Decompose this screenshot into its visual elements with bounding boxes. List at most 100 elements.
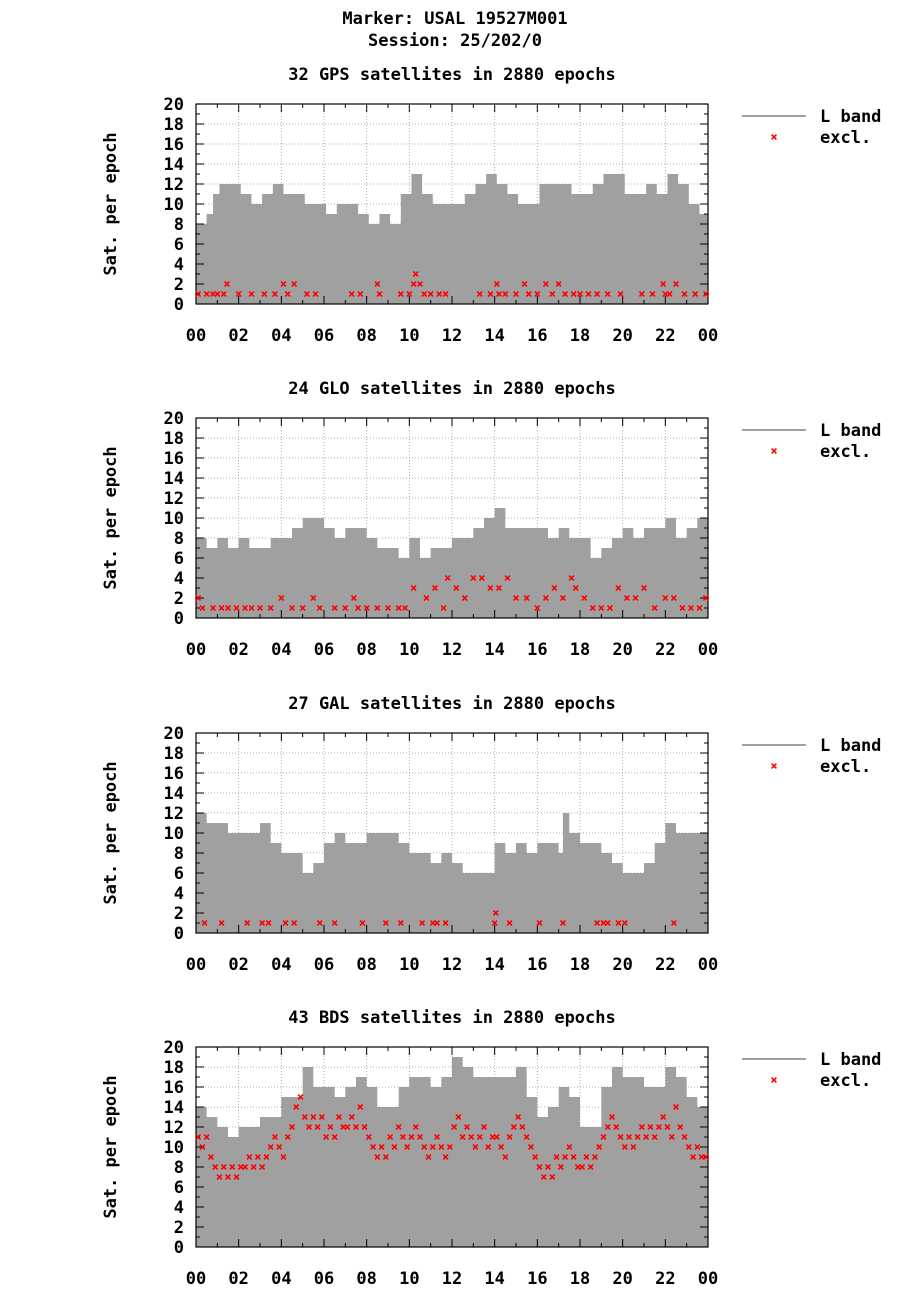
chart2-excl-point xyxy=(316,605,323,611)
chart2-excl-point xyxy=(225,605,231,611)
chart2-excl-point xyxy=(670,595,677,601)
chart2-excl-point xyxy=(431,585,438,591)
chart1-ytick-label: 14 xyxy=(164,155,184,175)
chart1-excl-point xyxy=(577,291,583,297)
chart4-excl-point xyxy=(587,1164,594,1170)
chart4-excl-point xyxy=(664,1124,671,1130)
chart1-xtick-label: 16 xyxy=(527,326,547,346)
chart2-excl-point xyxy=(651,605,658,611)
chart3-excl-point xyxy=(492,910,499,916)
chart2-legend-excl-label: excl. xyxy=(820,442,871,462)
chart1-ytick-label: 12 xyxy=(164,175,184,195)
chart1-excl-point xyxy=(521,281,528,287)
chart4-excl-point xyxy=(391,1144,398,1150)
chart2-excl-point xyxy=(679,605,686,611)
chart3-ytick-label: 4 xyxy=(174,884,184,904)
chart4-excl-point xyxy=(515,1114,522,1120)
chart2-excl-point xyxy=(199,605,206,611)
chart2-excl-point xyxy=(402,605,409,611)
chart4-excl-point xyxy=(634,1134,641,1140)
chart1-xtick-label: 12 xyxy=(442,326,462,346)
chart3-xtick-label: 02 xyxy=(228,955,248,975)
chart2-excl-point xyxy=(542,595,549,601)
chart3-excl-point xyxy=(331,920,338,926)
chart1-ytick-label: 10 xyxy=(164,195,184,215)
chart1-excl-point xyxy=(203,291,210,297)
chart4-excl-point xyxy=(485,1144,492,1150)
chart1-legend-excl-marker xyxy=(771,134,777,140)
chart1-excl-point xyxy=(410,281,417,287)
chart4-excl-point xyxy=(361,1124,368,1130)
chart4-excl-point xyxy=(225,1174,231,1180)
chart1-excl-point xyxy=(702,291,709,297)
chart2-excl-point xyxy=(606,605,613,611)
chart4-excl-point xyxy=(421,1144,428,1150)
chart4-excl-point xyxy=(545,1164,551,1170)
chart4-ytick-label: 12 xyxy=(164,1118,184,1138)
chart4-excl-point xyxy=(613,1124,620,1130)
chart4-xtick-label: 20 xyxy=(612,1269,632,1289)
chart1-xtick-label: 06 xyxy=(314,326,334,346)
chart4-excl-point xyxy=(365,1134,372,1140)
chart1-excl-point xyxy=(397,291,404,297)
chart4-excl-point xyxy=(690,1154,697,1160)
chart4-legend-excl-marker xyxy=(771,1077,777,1083)
chart1-ytick-label: 8 xyxy=(174,215,184,235)
chart2-excl-point xyxy=(363,605,370,611)
chart2-excl-point xyxy=(534,605,541,611)
chart2-excl-point xyxy=(218,605,225,611)
chart4-excl-point xyxy=(259,1164,266,1170)
chart3-ylabel: Sat. per epoch xyxy=(101,761,121,904)
chart4-excl-point xyxy=(344,1124,351,1130)
chart4-excl-point xyxy=(694,1144,701,1150)
chart4-xtick-label: 10 xyxy=(399,1269,419,1289)
chart1-xtick-label: 10 xyxy=(399,326,419,346)
chart2-excl-point xyxy=(410,585,417,591)
chart1-excl-point xyxy=(284,291,291,297)
chart3-xtick-label: 00 xyxy=(698,955,718,975)
chart4-excl-point xyxy=(459,1134,466,1140)
chart1-excl-point xyxy=(487,291,494,297)
chart4-excl-point xyxy=(540,1174,547,1180)
chart1-excl-point xyxy=(417,281,423,287)
session-title: Session: 25/202/0 xyxy=(368,31,542,51)
chart4-excl-point xyxy=(404,1144,411,1150)
chart4-excl-point xyxy=(702,1154,709,1160)
chart3-excl-point xyxy=(259,920,266,926)
chart4-excl-point xyxy=(630,1144,637,1150)
chart2-xtick-label: 06 xyxy=(314,640,334,660)
chart3-excl-point xyxy=(491,920,498,926)
chart2-excl-point xyxy=(504,575,511,581)
chart2-excl-point xyxy=(289,605,295,611)
chart2-xtick-label: 08 xyxy=(356,640,376,660)
chart4-excl-point xyxy=(673,1104,679,1110)
chart4-excl-point xyxy=(242,1164,249,1170)
chart1-excl-point xyxy=(534,291,541,297)
chart1-excl-point xyxy=(303,291,310,297)
chart4-ytick-label: 8 xyxy=(174,1158,184,1178)
chart1-excl-point xyxy=(493,281,500,287)
chart1-excl-point xyxy=(374,281,381,287)
chart4-ytick-label: 20 xyxy=(164,1038,184,1058)
chart4-excl-point xyxy=(417,1134,423,1140)
chart2-ytick-label: 14 xyxy=(164,469,184,489)
chart1-title: 32 GPS satellites in 2880 epochs xyxy=(288,65,616,85)
chart2-xtick-label: 12 xyxy=(442,640,462,660)
chart1-excl-point xyxy=(617,291,624,297)
chart1-xtick-label: 08 xyxy=(356,326,376,346)
chart1-excl-point xyxy=(542,281,549,287)
chart4-legend-l-band-label: L band xyxy=(820,1050,881,1070)
chart1-excl-point xyxy=(436,291,443,297)
chart2-excl-point xyxy=(267,605,274,611)
chart2-ytick-label: 2 xyxy=(174,589,184,609)
chart3-ytick-label: 14 xyxy=(164,784,184,804)
chart4-ytick-label: 0 xyxy=(174,1238,184,1258)
chart4-excl-point xyxy=(472,1144,479,1150)
chart2-ytick-label: 20 xyxy=(164,409,184,429)
chart4-excl-point xyxy=(408,1134,415,1140)
chart4-xtick-label: 06 xyxy=(314,1269,334,1289)
chart3-ytick-label: 6 xyxy=(174,864,184,884)
chart4-excl-point xyxy=(220,1164,227,1170)
chart4-excl-point xyxy=(506,1134,513,1140)
chart1-ytick-label: 2 xyxy=(174,275,184,295)
